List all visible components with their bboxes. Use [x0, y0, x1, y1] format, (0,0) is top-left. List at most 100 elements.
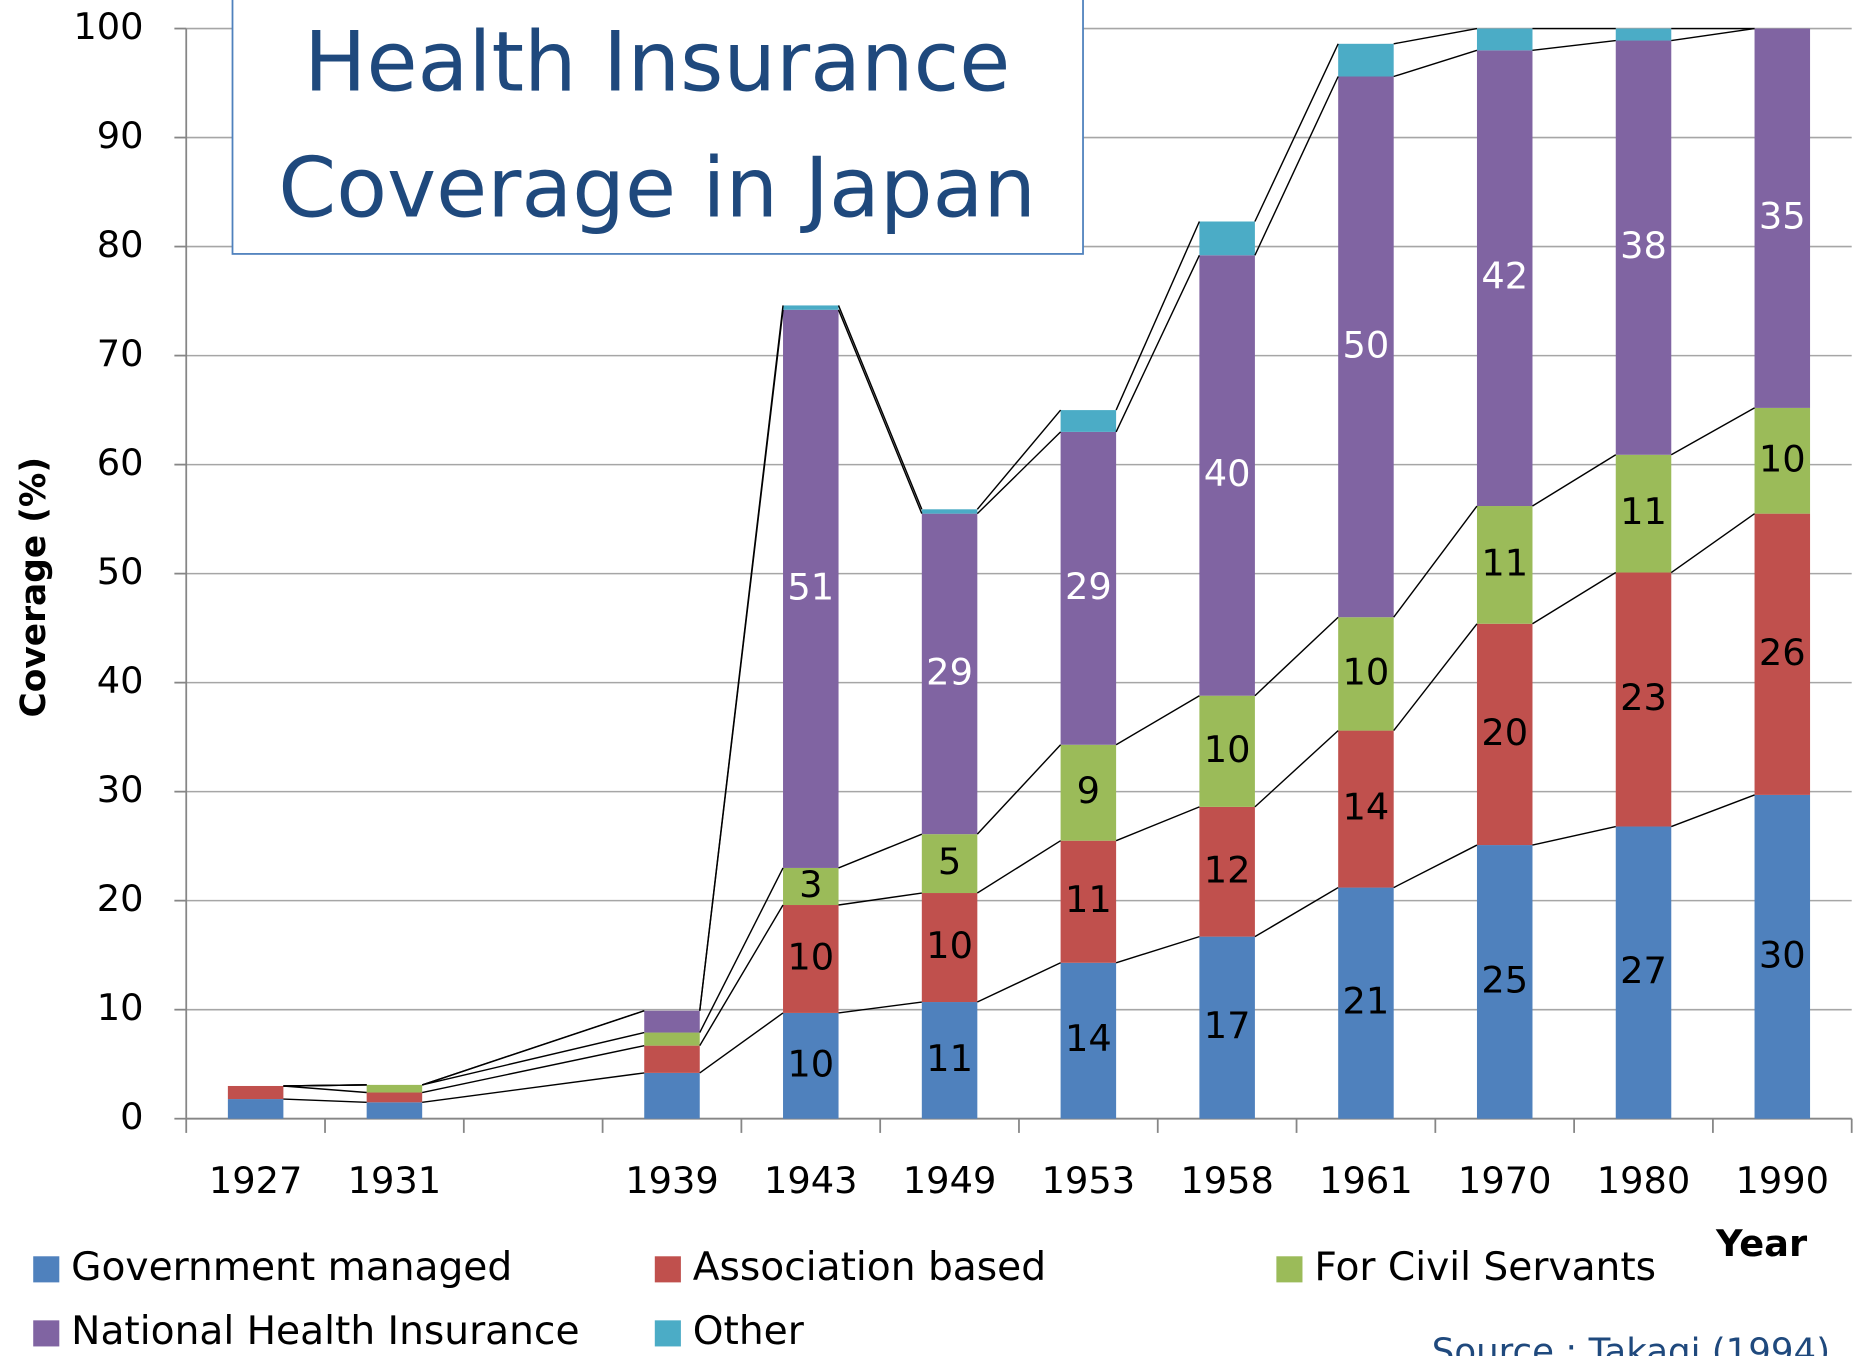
legend-label: National Health Insurance	[71, 1309, 579, 1354]
bar-segment	[921, 1002, 978, 1119]
x-tick-label: 1949	[903, 1159, 997, 1202]
data-label: 14	[1343, 786, 1390, 829]
connector-line	[1393, 505, 1478, 618]
bar-segment	[644, 1032, 700, 1046]
x-tick-label: 1970	[1458, 1159, 1552, 1202]
y-tick-label: 70	[97, 332, 144, 375]
data-label: 17	[1204, 1004, 1251, 1047]
data-label: 27	[1620, 949, 1667, 992]
bar-segment	[1476, 845, 1533, 1119]
connector-line	[1671, 794, 1755, 828]
connector-line	[1254, 730, 1339, 808]
x-tick-label: 1990	[1736, 1159, 1830, 1202]
data-label: 29	[926, 650, 973, 693]
connector-line	[1115, 935, 1200, 964]
connector-line	[1254, 616, 1339, 697]
connector-line	[1393, 623, 1478, 732]
bar-segment	[783, 309, 839, 868]
data-label: 10	[1204, 728, 1251, 771]
bar-segment	[1060, 744, 1117, 841]
bar-segment	[1615, 28, 1672, 41]
bar-segment	[1615, 826, 1672, 1119]
data-label: 10	[1759, 437, 1806, 480]
connector-line	[837, 309, 923, 514]
legend-label: Other	[693, 1309, 805, 1354]
bar-segment	[1338, 617, 1394, 731]
legend-swatch	[654, 1256, 681, 1283]
connector-line	[1670, 513, 1755, 574]
data-label: 40	[1204, 452, 1251, 495]
x-tick-label: 1927	[209, 1159, 303, 1202]
bar-segment	[1338, 730, 1394, 888]
bar-segment	[1199, 936, 1255, 1119]
bar-segment	[1615, 454, 1672, 573]
connector-line	[1254, 43, 1339, 222]
y-tick-label: 20	[97, 877, 144, 920]
connector-line	[838, 892, 922, 906]
x-tick-label: 1980	[1597, 1159, 1691, 1202]
data-label: 3	[799, 863, 822, 906]
data-label: 42	[1481, 255, 1528, 298]
x-tick-label: 1961	[1319, 1159, 1413, 1202]
data-label: 35	[1759, 195, 1806, 238]
x-axis-label: Year	[1715, 1222, 1808, 1265]
bar-segment	[783, 905, 839, 1013]
data-label: 11	[926, 1037, 973, 1080]
connector-line	[1393, 844, 1478, 889]
connector-line	[1115, 806, 1200, 842]
connector-line	[1393, 27, 1478, 45]
bar-segment	[1199, 806, 1255, 937]
connector-line	[976, 840, 1061, 894]
data-label: 25	[1481, 958, 1528, 1001]
data-label: 30	[1759, 933, 1806, 976]
bar-segment	[1199, 221, 1255, 256]
connector-line	[838, 833, 923, 869]
bar-segment	[1060, 410, 1117, 432]
y-axis-label: Coverage (%)	[14, 457, 54, 718]
source-note: Source : Takagi (1994)	[1432, 1332, 1830, 1356]
bar-segment	[1476, 506, 1533, 624]
bar-segment	[921, 513, 978, 835]
bar-segment	[644, 1010, 700, 1033]
connector-line	[1670, 407, 1755, 456]
bar-segment	[783, 867, 839, 906]
bar-segment	[1615, 572, 1672, 827]
connector-line	[837, 305, 923, 510]
data-label: 51	[787, 565, 834, 608]
y-tick-label: 100	[73, 5, 143, 48]
connector-line	[1671, 27, 1755, 42]
connector-line	[421, 1010, 645, 1086]
y-tick-label: 50	[97, 550, 144, 593]
data-label: 26	[1759, 631, 1806, 674]
connector-line	[1254, 76, 1339, 256]
bar-segment	[1476, 50, 1533, 507]
legend-swatch	[654, 1320, 681, 1347]
connector-line	[283, 1098, 367, 1104]
x-tick-label: 1943	[764, 1159, 858, 1202]
data-label: 21	[1343, 980, 1390, 1023]
data-label: 20	[1481, 711, 1528, 754]
legend-label: Government managed	[71, 1245, 512, 1290]
connector-line	[422, 1072, 645, 1104]
bar-segment	[1060, 840, 1117, 963]
bar-segment	[921, 834, 978, 894]
connector-line	[1532, 825, 1616, 846]
data-label: 29	[1065, 565, 1112, 608]
legend-swatch	[33, 1320, 60, 1347]
bar-segment	[1754, 513, 1811, 795]
bar-segment	[1338, 43, 1394, 77]
data-label: 50	[1343, 323, 1390, 366]
bar-segment	[1476, 623, 1533, 846]
connector-line	[838, 1001, 922, 1014]
chart-title: Health Insurance Coverage in Japan	[278, 14, 1036, 237]
connector-line	[283, 1084, 367, 1087]
title-box	[231, 0, 1084, 255]
data-label: 12	[1204, 848, 1251, 891]
bar-segment	[921, 893, 978, 1003]
connector-line	[1532, 571, 1617, 625]
bar-segment	[1476, 28, 1533, 51]
bar-segment	[366, 1092, 423, 1103]
bar-segment	[227, 1099, 284, 1119]
legend-swatch	[33, 1256, 60, 1283]
connector-line	[976, 409, 1062, 510]
